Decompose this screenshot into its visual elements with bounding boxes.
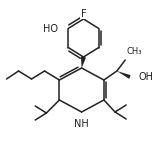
Text: F: F bbox=[81, 9, 86, 19]
Text: NH: NH bbox=[74, 119, 89, 129]
Polygon shape bbox=[117, 71, 131, 79]
Text: CH₃: CH₃ bbox=[126, 47, 142, 56]
Polygon shape bbox=[81, 57, 86, 68]
Text: OH: OH bbox=[138, 72, 153, 82]
Text: HO: HO bbox=[43, 25, 58, 35]
